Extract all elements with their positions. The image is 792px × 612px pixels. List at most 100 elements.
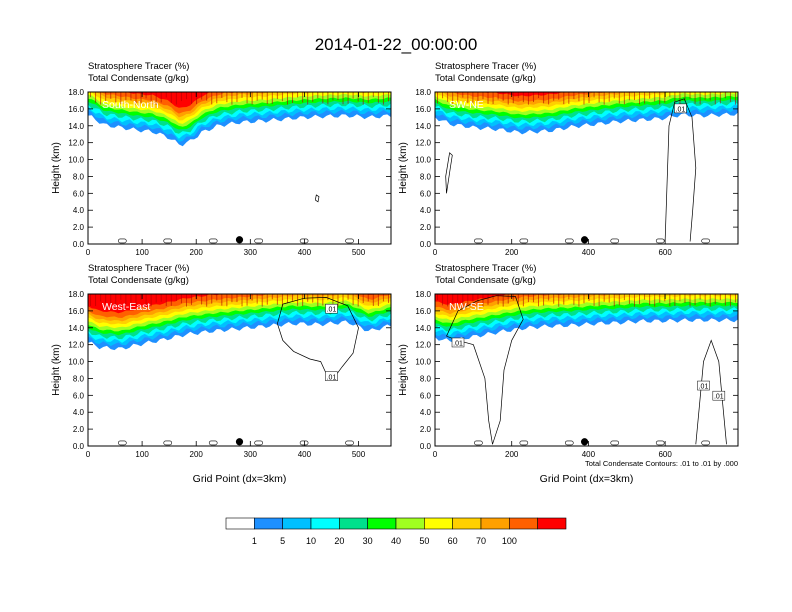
contour-label: .01 [676,106,686,113]
condensate-contour [519,238,529,244]
x-tick-label: 200 [190,248,204,257]
y-tick-label: 6.0 [73,189,85,198]
y-axis-label: Height (km) [398,344,409,396]
panel-label: South-North [102,99,159,111]
colorbar-swatch [339,517,368,530]
colorbar: 1 5 10 20 30 40 50 60 70 100 [225,517,567,546]
colorbar-swatch [310,517,340,530]
x-tick-label: 500 [352,248,366,257]
panel-south-north: Stratosphere Tracer (%)Total Condensate … [51,61,392,257]
contour-label: .01 [327,374,337,381]
panels: Stratosphere Tracer (%)Total Condensate … [51,61,739,485]
y-axis-label: Height (km) [51,344,62,396]
colorbar-swatch [367,517,397,530]
station-marker [580,438,589,446]
x-tick-label: 200 [505,450,519,459]
y-tick-label: 4.0 [420,408,432,417]
y-tick-label: 8.0 [420,172,432,181]
y-tick-label: 10.0 [415,358,431,367]
panel-subtitle: Total Condensate (g/kg) [435,275,536,286]
x-axis-label: Grid Point (dx=3km) [540,473,634,485]
y-tick-label: 16.0 [68,307,84,316]
y-tick-label: 2.0 [73,425,85,434]
colorbar-swatch [452,517,482,530]
y-tick-label: 10.0 [415,156,431,165]
panel-sw-ne: Stratosphere Tracer (%)Total Condensate … [398,61,739,257]
condensate-contour [118,440,127,446]
colorbar-label: 30 [363,536,373,546]
contour-label: .01 [453,340,463,347]
contour-label-box [697,380,710,391]
x-tick-label: 400 [298,450,312,459]
x-tick-label: 0 [433,248,438,257]
y-tick-label: 18.0 [68,88,84,97]
y-tick-label: 6.0 [420,391,432,400]
y-tick-label: 16.0 [415,105,431,114]
colorbar-swatch [254,517,283,530]
panel-nw-se: Stratosphere Tracer (%)Total Condensate … [398,263,739,485]
y-tick-label: 12.0 [415,139,431,148]
condensate-contour [446,295,524,445]
y-axis-label: Height (km) [51,142,62,194]
condensate-contour [118,238,127,244]
y-tick-label: 18.0 [68,290,84,299]
condensate-contour [701,238,710,244]
contour-label: .01 [699,384,709,391]
plot-frame [434,91,739,245]
colorbar-label: 40 [391,536,401,546]
y-tick-label: 2.0 [420,223,432,232]
colorbar-label: 70 [476,536,486,546]
tracer-field [88,294,391,446]
condensate-contour [701,440,710,446]
y-tick-label: 8.0 [420,374,432,383]
x-tick-label: 400 [298,248,312,257]
colorbar-swatch [480,517,510,530]
y-tick-label: 16.0 [415,307,431,316]
condensate-contour [695,339,727,445]
station-marker [235,236,244,244]
panel-subtitle: Total Condensate (g/kg) [88,275,189,286]
colorbar-swatch [225,517,255,530]
contour-label-box [712,390,726,401]
x-tick-label: 600 [658,450,672,459]
plot-frame [87,293,392,447]
tracer-band-11 [435,92,738,97]
y-tick-label: 18.0 [415,290,431,299]
tracer-field [435,294,738,446]
colorbar-swatch [537,517,567,530]
condensate-contour [254,238,263,244]
condensate-contour [314,194,320,203]
panel-label: NW-SE [449,301,484,313]
x-tick-label: 400 [582,450,596,459]
condensate-contour [163,440,173,446]
condensate-contour [610,238,620,244]
condensate-contour [474,440,483,446]
tracer-band-10 [435,294,738,311]
y-tick-label: 2.0 [73,223,85,232]
colorbar-label: 5 [280,536,285,546]
x-tick-label: 0 [86,248,91,257]
colorbar-swatch [509,517,538,530]
plot-frame [434,293,739,447]
y-tick-label: 6.0 [420,189,432,198]
y-tick-label: 0.0 [73,442,85,451]
contour-label: .01 [327,307,337,314]
x-tick-label: 100 [135,450,149,459]
y-tick-label: 12.0 [68,139,84,148]
y-tick-label: 12.0 [415,341,431,350]
panel-subtitle: Stratosphere Tracer (%) [435,61,536,72]
plot-frame [87,91,392,245]
figure-title: 2014-01-22_00:00:00 [315,35,478,54]
y-tick-label: 0.0 [420,442,432,451]
panel-label: West-East [102,301,150,313]
condensate-contour [664,98,697,242]
panel-subtitle: Stratosphere Tracer (%) [435,263,536,274]
tracer-band-11 [88,294,391,314]
x-tick-label: 0 [433,450,438,459]
y-tick-label: 14.0 [415,324,431,333]
x-tick-label: 200 [505,248,519,257]
panel-label: SW-NE [449,99,484,111]
panel-subtitle: Stratosphere Tracer (%) [88,263,189,274]
contour-label-box [325,371,338,382]
